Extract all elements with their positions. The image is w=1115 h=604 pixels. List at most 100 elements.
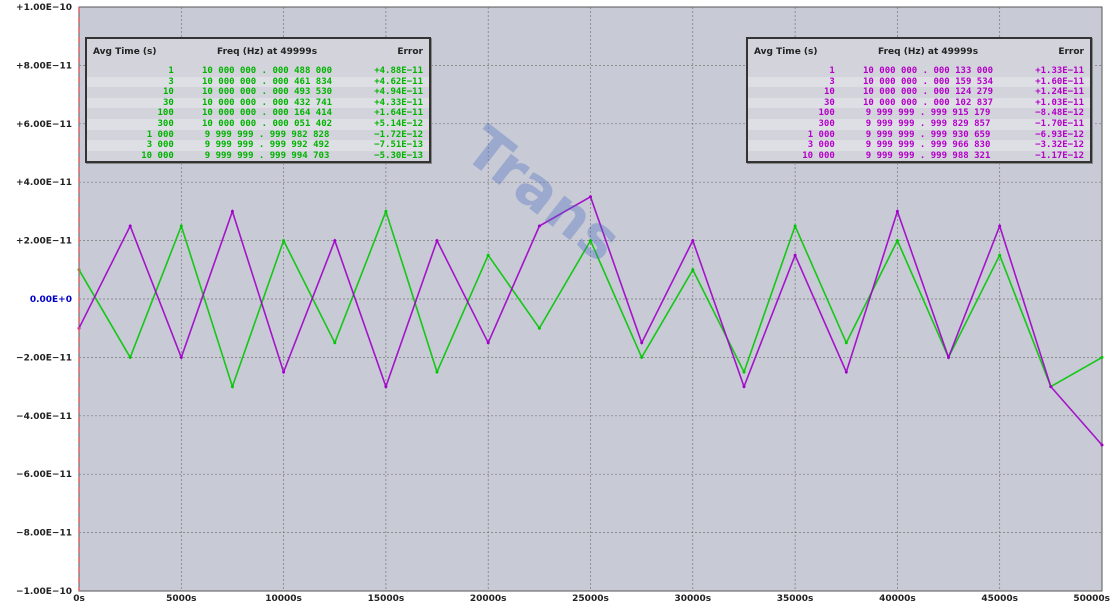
avg-time-cell: 1 000 — [146, 129, 174, 140]
error-cell: +1.60E−11 — [1015, 76, 1090, 88]
table-row: 10 10 000 000 . 000 124 279 +1.24E−11 — [748, 87, 1090, 98]
series-point — [486, 341, 490, 345]
series-layer — [77, 195, 1104, 447]
x-tick-label: 45000s — [981, 594, 1018, 604]
series-point — [230, 385, 234, 389]
x-tick-label: 10000s — [265, 594, 302, 604]
series-point — [282, 370, 286, 374]
table-row: 30 10 000 000 . 000 102 837 +1.03E−11 — [748, 97, 1090, 109]
avg-time-cell: 30 — [87, 97, 180, 109]
table-row: 300 10 000 000 . 000 051 402 +5.14E−12 — [87, 118, 429, 130]
freq-cell: 10 000 000 . 000 488 000 — [202, 66, 333, 76]
series-point — [947, 355, 950, 359]
table-row: 10 000 9 999 999 . 999 988 321 −1.17E−12 — [748, 151, 1090, 162]
error-cell: −5.30E−13 — [374, 150, 423, 161]
series-point — [537, 326, 541, 330]
x-tick-label: 15000s — [368, 594, 405, 604]
avg-time-cell: 100 — [818, 108, 835, 119]
y-tick-label: −6.00E−11 — [16, 470, 72, 480]
series-point — [895, 239, 899, 243]
avg-time-cell: 30 — [748, 97, 841, 109]
error-cell: +5.14E−12 — [354, 118, 429, 130]
series-point — [640, 341, 644, 345]
series-point — [998, 253, 1002, 257]
y-tick-label: −8.00E−11 — [16, 529, 72, 539]
freq-cell: 9 999 999 . 999 992 492 — [179, 140, 355, 151]
table-row: 100 9 999 999 . 999 915 179 −8.48E−12 — [748, 108, 1090, 119]
series-point — [230, 209, 234, 213]
series-point — [179, 224, 183, 228]
freq-cell: 9 999 999 . 999 915 179 — [865, 108, 991, 119]
avg-time-cell: 1 — [829, 66, 835, 76]
avg-time-cell: 10 — [823, 87, 835, 98]
error-cell: −1.70E−11 — [1015, 118, 1090, 130]
table-row: 100 10 000 000 . 000 164 414 +1.64E−11 — [87, 108, 429, 119]
error-cell: +4.33E−11 — [354, 97, 429, 109]
y-tick-label: +2.00E−11 — [16, 237, 72, 247]
x-tick-label: 20000s — [470, 594, 507, 604]
series-point — [895, 209, 899, 213]
series-point — [537, 224, 541, 228]
freq-cell: 9 999 999 . 999 829 857 — [840, 118, 1016, 130]
table-row: 1 10 000 000 . 000 133 000 +1.33E−11 — [748, 66, 1090, 77]
x-tick-label: 5000s — [166, 594, 196, 604]
y-tick-label: −2.00E−11 — [16, 353, 72, 363]
error-cell: −3.32E−12 — [1015, 140, 1090, 151]
table-row: 30 10 000 000 . 000 432 741 +4.33E−11 — [87, 97, 429, 109]
series-point — [333, 239, 337, 243]
freq-cell: 10 000 000 . 000 133 000 — [863, 66, 994, 76]
table-row: 300 9 999 999 . 999 829 857 −1.70E−11 — [748, 118, 1090, 130]
error-cell: −8.48E−12 — [1035, 108, 1084, 119]
freq-cell: 9 999 999 . 999 994 703 — [204, 150, 330, 161]
series-point — [1100, 443, 1104, 447]
table-row: 3 10 000 000 . 000 461 834 +4.62E−11 — [87, 76, 429, 88]
freq-cell: 10 000 000 . 000 124 279 — [863, 87, 994, 98]
error-cell: +1.33E−11 — [1035, 66, 1084, 76]
error-cell: +1.24E−11 — [1035, 87, 1084, 98]
y-tick-label: +4.00E−11 — [16, 178, 72, 188]
table-row: 1 10 000 000 . 000 488 000 +4.88E−11 — [87, 66, 429, 77]
freq-header: Freq (Hz) at 49999s — [878, 47, 979, 57]
series-point — [640, 355, 644, 359]
freq-cell: 9 999 999 . 999 982 828 — [204, 129, 330, 140]
freq-cell: 10 000 000 . 000 432 741 — [179, 97, 355, 109]
error-cell: +1.03E−11 — [1015, 97, 1090, 109]
series-point — [742, 385, 746, 389]
avg-time-cell: 100 — [157, 108, 174, 119]
series-point — [435, 370, 439, 374]
freq-header: Freq (Hz) at 49999s — [217, 47, 318, 57]
series-point — [589, 239, 592, 243]
freq-cell: 10 000 000 . 000 461 834 — [179, 76, 355, 88]
series-point — [844, 370, 848, 374]
freq-cell: 10 000 000 . 000 102 837 — [840, 97, 1016, 109]
table-row: 10 000 9 999 999 . 999 994 703 −5.30E−13 — [87, 151, 429, 162]
series-point — [384, 209, 388, 213]
table-row: 3 10 000 000 . 000 159 534 +1.60E−11 — [748, 76, 1090, 88]
series-point — [486, 253, 490, 257]
series-point — [179, 355, 183, 359]
x-axis-tick-labels: 0s 5000s 10000s 15000s 20000s 25000s 30000s 350… — [73, 594, 1110, 604]
purple-stats-table: Avg Time (s) Freq (Hz) at 49999s Error 1… — [746, 37, 1092, 164]
series-point — [691, 268, 695, 272]
avg-time-cell: 3 — [748, 76, 841, 88]
series-point — [844, 341, 848, 345]
avg-time-cell: 3 000 — [748, 140, 841, 151]
x-tick-label: 25000s — [572, 594, 609, 604]
series-point — [333, 341, 337, 345]
y-tick-label: 0.00E+0 — [30, 295, 72, 305]
avg-time-cell: 10 000 — [141, 150, 174, 161]
avg-time-cell: 1 000 — [807, 129, 835, 140]
freq-cell: 10 000 000 . 000 051 402 — [179, 118, 355, 130]
table-row: 10 10 000 000 . 000 493 530 +4.94E−11 — [87, 87, 429, 98]
error-cell: −1.72E−12 — [374, 129, 423, 140]
x-tick-label: 50000s — [1073, 594, 1110, 604]
y-tick-label: +8.00E−11 — [16, 61, 72, 71]
error-cell: +1.64E−11 — [374, 108, 423, 119]
error-cell: +4.62E−11 — [354, 76, 429, 88]
avg-time-cell: 300 — [748, 118, 841, 130]
y-tick-label: −1.00E−10 — [16, 587, 72, 597]
avg-time-cell: 3 000 — [87, 140, 180, 151]
table-row: 1 000 9 999 999 . 999 930 659 −6.93E−12 — [748, 130, 1090, 141]
table-row: 1 000 9 999 999 . 999 982 828 −1.72E−12 — [87, 130, 429, 141]
avg-time-cell: 1 — [168, 66, 174, 76]
